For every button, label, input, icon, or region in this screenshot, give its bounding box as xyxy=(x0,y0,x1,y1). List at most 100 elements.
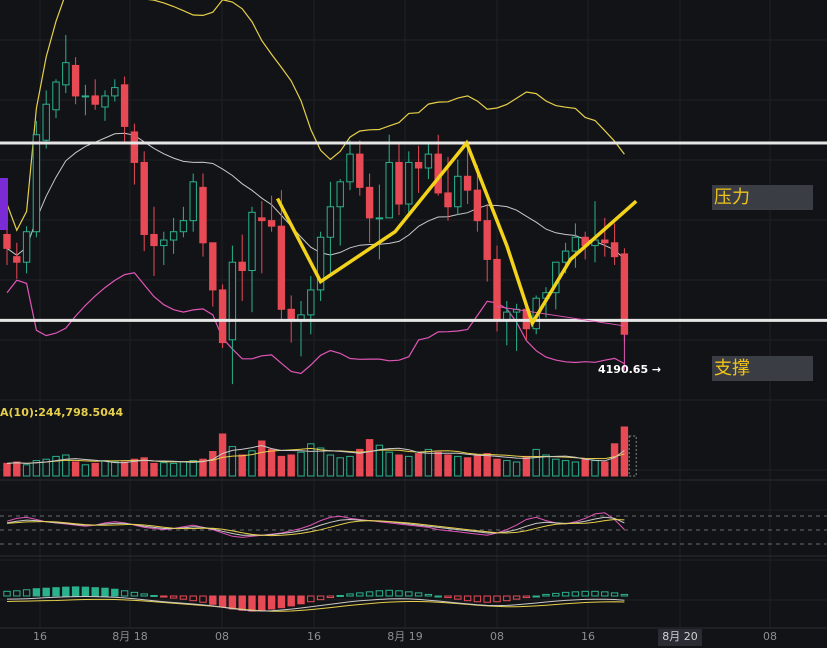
volume-bar[interactable] xyxy=(13,461,21,477)
candle-body[interactable] xyxy=(277,225,286,310)
macd-bar[interactable] xyxy=(424,593,433,597)
candle-body[interactable] xyxy=(218,289,227,344)
macd-bar[interactable] xyxy=(52,587,60,597)
macd-bar[interactable] xyxy=(81,586,90,597)
candle-body[interactable] xyxy=(189,181,197,222)
volume-bar[interactable] xyxy=(189,460,197,477)
volume-bar[interactable] xyxy=(3,462,11,477)
candle-body[interactable] xyxy=(424,153,433,169)
volume-bar[interactable] xyxy=(150,462,158,477)
candle-body[interactable] xyxy=(169,231,178,241)
candles[interactable] xyxy=(3,34,629,385)
candle-body[interactable] xyxy=(52,81,60,111)
candle-body[interactable] xyxy=(444,192,452,208)
macd-bar[interactable] xyxy=(571,591,580,597)
volume-bar[interactable] xyxy=(209,451,217,477)
volume-bar[interactable] xyxy=(601,461,609,477)
zigzag-line[interactable] xyxy=(275,139,638,328)
candle-body[interactable] xyxy=(571,236,580,252)
volume-bar[interactable] xyxy=(62,454,70,477)
volume-bar[interactable] xyxy=(434,451,442,477)
candle-body[interactable] xyxy=(454,175,462,208)
volume-bar[interactable] xyxy=(287,454,295,477)
macd-bar[interactable] xyxy=(3,590,11,597)
volume-bar[interactable] xyxy=(22,464,31,477)
volume-bar[interactable] xyxy=(248,450,256,477)
volume-bar[interactable] xyxy=(130,458,139,477)
candle-body[interactable] xyxy=(71,64,80,97)
volume-bar[interactable] xyxy=(81,464,90,477)
volume-bar[interactable] xyxy=(277,455,286,477)
candle-body[interactable] xyxy=(111,87,119,97)
volume-bar[interactable] xyxy=(591,460,599,477)
volume-bar[interactable] xyxy=(581,458,589,477)
macd-bar[interactable] xyxy=(238,595,246,611)
volume-bar[interactable] xyxy=(385,451,393,477)
candle-body[interactable] xyxy=(238,261,246,272)
volume-bar[interactable] xyxy=(405,455,413,477)
volume-bar[interactable] xyxy=(267,448,276,477)
candle-body[interactable] xyxy=(267,220,276,227)
macd-bar[interactable] xyxy=(307,595,315,603)
volume-bar[interactable] xyxy=(571,461,580,477)
volume-bar[interactable] xyxy=(326,454,335,477)
macd-bar[interactable] xyxy=(13,590,21,597)
macd-bar[interactable] xyxy=(62,586,70,597)
macd-bar[interactable] xyxy=(42,587,50,597)
candle-body[interactable] xyxy=(248,211,256,272)
volume-bar[interactable] xyxy=(620,426,629,477)
macd-bar[interactable] xyxy=(32,588,41,597)
macd-bar[interactable] xyxy=(130,591,139,597)
macd-bar[interactable] xyxy=(258,595,266,611)
macd-bar[interactable] xyxy=(326,595,335,599)
candle-body[interactable] xyxy=(287,308,295,321)
candle-body[interactable] xyxy=(326,206,335,238)
volume-bar[interactable] xyxy=(346,455,354,477)
macd-bar[interactable] xyxy=(444,595,452,599)
candle-body[interactable] xyxy=(101,95,109,108)
candle-body[interactable] xyxy=(620,253,629,335)
volume-bar[interactable] xyxy=(228,446,237,477)
macd-bar[interactable] xyxy=(228,595,237,610)
candle-body[interactable] xyxy=(473,189,482,222)
candle-body[interactable] xyxy=(199,186,207,244)
macd-bar[interactable] xyxy=(365,591,374,597)
macd-bar[interactable] xyxy=(503,595,511,602)
macd-bar[interactable] xyxy=(434,595,442,598)
macd-bar[interactable] xyxy=(218,595,227,608)
candle-body[interactable] xyxy=(160,239,168,247)
volume-bar[interactable] xyxy=(120,461,129,477)
volume-bar[interactable] xyxy=(199,458,207,477)
volume-bar[interactable] xyxy=(42,458,50,477)
volume-bar[interactable] xyxy=(561,460,570,477)
candle-body[interactable] xyxy=(81,95,90,98)
volume-bar[interactable] xyxy=(297,451,305,477)
volume-bar[interactable] xyxy=(160,462,168,477)
macd-bar[interactable] xyxy=(287,595,295,607)
macd-bar[interactable] xyxy=(581,590,589,597)
candle-body[interactable] xyxy=(336,181,344,208)
volume-bar[interactable] xyxy=(258,440,266,477)
candle-body[interactable] xyxy=(414,161,423,169)
macd-bar[interactable] xyxy=(601,591,609,597)
candle-body[interactable] xyxy=(385,161,393,219)
candle-body[interactable] xyxy=(209,242,217,291)
candle-body[interactable] xyxy=(316,236,325,291)
candle-body[interactable] xyxy=(42,103,50,141)
candle-body[interactable] xyxy=(395,161,403,205)
macd-bar[interactable] xyxy=(22,589,31,597)
macd-bar[interactable] xyxy=(209,595,217,605)
macd-bar[interactable] xyxy=(140,593,148,597)
volume-bar[interactable] xyxy=(522,455,531,477)
volume-bar[interactable] xyxy=(395,454,403,477)
volume-bar[interactable] xyxy=(532,448,540,477)
candle-body[interactable] xyxy=(179,220,188,233)
volume-bar[interactable] xyxy=(493,458,501,477)
candle-body[interactable] xyxy=(32,134,41,233)
candle-body[interactable] xyxy=(365,186,374,219)
macd-bar[interactable] xyxy=(91,587,99,597)
macd-bar[interactable] xyxy=(385,589,393,597)
macd-bar[interactable] xyxy=(297,595,305,605)
macd-bar[interactable] xyxy=(375,590,384,597)
